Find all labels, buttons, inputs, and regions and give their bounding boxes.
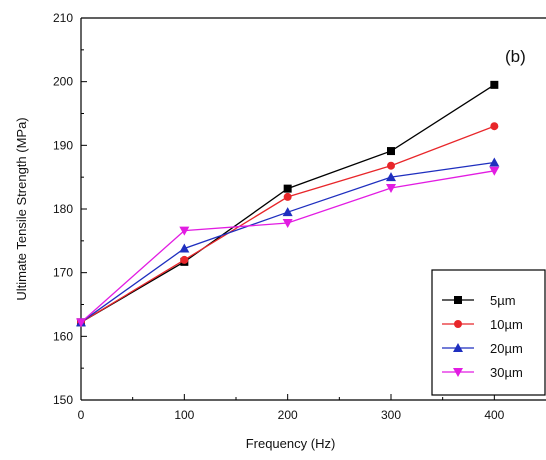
legend-marker — [454, 320, 462, 328]
data-point — [490, 122, 499, 131]
y-tick-label: 190 — [53, 138, 73, 152]
legend-marker — [454, 296, 462, 304]
data-point — [387, 147, 395, 156]
legend-marker — [453, 343, 463, 352]
data-point — [282, 207, 293, 217]
series-4 — [76, 166, 500, 328]
x-tick-label: 200 — [278, 408, 298, 422]
data-point — [386, 183, 396, 193]
legend-label: 20µm — [490, 341, 523, 356]
data-point — [489, 157, 500, 167]
panel-label: (b) — [505, 47, 526, 66]
legend-box — [431, 269, 546, 396]
series-layer — [76, 80, 500, 328]
chart-axes: 150 160 170 180 190 200 210 0 100 200 300 400 — [53, 11, 546, 422]
legend-marker — [453, 368, 463, 377]
x-tick-label: 300 — [381, 408, 401, 422]
y-tick-label: 180 — [53, 202, 73, 216]
legend-label: 30µm — [490, 365, 523, 380]
legend-label: 5µm — [490, 293, 516, 308]
data-point — [282, 219, 293, 229]
data-point — [179, 243, 190, 253]
x-tick-label: 0 — [78, 408, 85, 422]
legend: 5µm 10µm 20µm 30µm — [431, 269, 546, 396]
y-tick-label: 160 — [53, 329, 73, 343]
data-point — [490, 80, 499, 89]
data-point — [283, 184, 292, 193]
y-tick-label: 150 — [53, 393, 73, 407]
y-tick-label: 170 — [53, 266, 73, 280]
series-3 — [76, 157, 500, 327]
x-axis-title: Frequency (Hz) — [246, 436, 336, 451]
data-point — [489, 166, 500, 176]
x-tick-label: 100 — [174, 408, 194, 422]
data-point — [386, 172, 396, 182]
data-point — [180, 255, 189, 264]
x-tick-label: 400 — [484, 408, 504, 422]
legend-label: 10µm — [490, 317, 523, 332]
y-tick-label: 200 — [53, 75, 73, 89]
data-point — [179, 226, 190, 236]
data-point — [76, 318, 86, 328]
y-tick-label: 210 — [53, 11, 73, 25]
y-axis-title: Ultimate Tensile Strength (MPa) — [14, 117, 29, 300]
data-point — [387, 161, 395, 170]
data-point — [283, 192, 292, 201]
